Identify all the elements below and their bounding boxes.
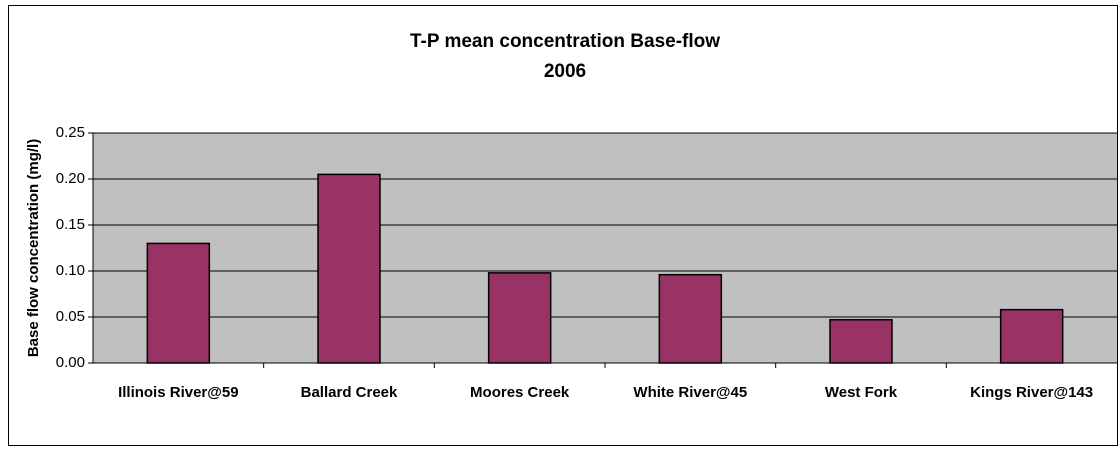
y-tick-label: 0.05 <box>56 308 85 325</box>
y-tick-label: 0.15 <box>56 216 85 233</box>
y-tick-label: 0.00 <box>56 354 85 371</box>
y-tick-label: 0.20 <box>56 170 85 187</box>
bar <box>146 242 211 364</box>
bar <box>658 273 723 364</box>
x-tick-label: Kings River@143 <box>970 384 1094 401</box>
x-tick-label: Illinois River@59 <box>118 384 239 401</box>
x-tick-label: Ballard Creek <box>300 384 398 401</box>
x-tick-label: Moores Creek <box>470 384 570 401</box>
chart-title: 2006 <box>544 61 586 82</box>
y-axis-label: Base flow concentration (mg/l) <box>25 139 42 357</box>
bar <box>317 173 381 364</box>
x-tick-label: White River@45 <box>633 384 748 401</box>
y-tick-label: 0.25 <box>56 124 85 141</box>
bar <box>829 319 893 364</box>
plot-area <box>93 133 1117 363</box>
bar <box>999 308 1064 364</box>
x-tick-label: West Fork <box>824 384 898 401</box>
bar <box>487 272 552 364</box>
y-tick-label: 0.10 <box>56 262 85 279</box>
chart-title: T-P mean concentration Base-flow <box>410 31 720 52</box>
